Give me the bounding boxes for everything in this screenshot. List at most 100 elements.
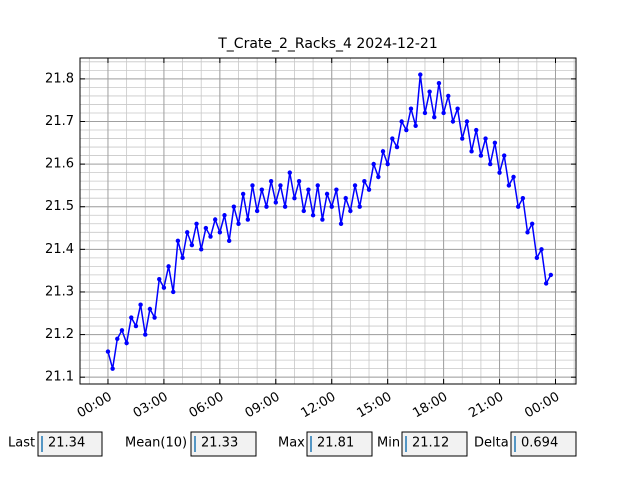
data-point <box>334 187 339 192</box>
x-tick-label: 00:00 <box>75 390 115 422</box>
data-point <box>166 264 171 269</box>
x-tick-label: 06:00 <box>187 390 227 422</box>
x-tick-label: 03:00 <box>131 390 171 422</box>
data-point <box>548 272 554 278</box>
data-point <box>529 221 535 226</box>
data-point <box>376 174 381 180</box>
text-field[interactable] <box>190 431 257 457</box>
data-line <box>107 74 552 369</box>
data-point <box>268 178 274 184</box>
field-label: Last <box>8 436 35 451</box>
y-tick-label: 21.4 <box>45 242 74 257</box>
data-point <box>520 196 526 201</box>
field-value: 21.12 <box>412 436 449 451</box>
x-tick-label: 21:00 <box>466 390 506 422</box>
text-field[interactable] <box>306 431 373 457</box>
field-label: Mean(10) <box>125 436 187 451</box>
field-value: 0.694 <box>521 436 558 451</box>
plot-frame <box>79 57 577 385</box>
data-point <box>278 183 283 188</box>
data-point <box>292 196 297 201</box>
chart-title: T_Crate_2_Racks_4 2024-12-21 <box>217 36 438 52</box>
data-point <box>422 110 428 116</box>
data-point <box>124 340 129 346</box>
y-tick-label: 21.5 <box>45 199 74 214</box>
data-point <box>110 366 115 371</box>
data-point <box>245 217 251 222</box>
data-point <box>157 276 162 282</box>
data-point <box>539 247 544 252</box>
y-tick-label: 21.2 <box>45 327 74 342</box>
data-point <box>446 93 451 99</box>
field-label: Max <box>278 436 305 451</box>
data-point <box>357 204 362 209</box>
data-point <box>222 213 227 218</box>
data-point <box>478 153 484 158</box>
y-tick-label: 21.6 <box>45 157 74 172</box>
data-point <box>460 136 465 141</box>
field-label: Delta <box>474 436 509 451</box>
text-field[interactable] <box>510 431 577 457</box>
data-point <box>441 110 446 116</box>
data-point <box>133 323 139 329</box>
data-point <box>343 196 348 201</box>
data-point <box>250 183 255 188</box>
text-field[interactable] <box>401 431 468 457</box>
data-point <box>273 200 278 205</box>
data-point <box>282 204 288 209</box>
field-value: 21.34 <box>48 436 85 451</box>
data-point <box>171 289 176 295</box>
y-tick-label: 21.3 <box>45 284 74 299</box>
data-point <box>390 136 395 141</box>
data-point <box>371 161 376 167</box>
data-point <box>338 221 344 226</box>
data-point <box>394 144 400 150</box>
data-point <box>362 178 367 184</box>
data-point <box>147 306 153 312</box>
data-point <box>380 149 386 154</box>
field-value: 21.81 <box>317 436 354 451</box>
data-point <box>488 161 493 167</box>
field-value: 21.33 <box>201 436 238 451</box>
text-field[interactable] <box>37 431 103 457</box>
data-point <box>483 136 488 141</box>
data-point <box>175 238 181 244</box>
data-point <box>492 140 498 146</box>
data-point <box>189 242 195 248</box>
data-point <box>105 349 111 354</box>
data-point <box>320 217 325 222</box>
data-point <box>427 89 432 94</box>
data-point <box>348 208 353 214</box>
data-point <box>240 191 246 197</box>
data-point <box>464 119 470 124</box>
x-tick-label: 09:00 <box>243 390 283 422</box>
data-point <box>129 315 134 320</box>
y-tick-label: 21.7 <box>45 114 74 129</box>
data-point <box>301 208 306 214</box>
data-point <box>352 183 358 188</box>
data-point <box>161 285 167 290</box>
data-point <box>450 119 456 124</box>
data-point <box>474 127 479 133</box>
data-point <box>408 106 414 111</box>
data-point <box>306 187 311 192</box>
data-point <box>418 72 423 77</box>
data-point <box>194 221 199 226</box>
data-point <box>287 170 292 175</box>
x-tick-label: 18:00 <box>410 390 450 422</box>
data-point <box>296 178 302 184</box>
data-point <box>455 106 460 111</box>
data-point <box>436 80 442 86</box>
data-point <box>404 127 409 133</box>
data-point <box>534 255 540 261</box>
data-point <box>329 204 334 209</box>
x-tick-label: 00:00 <box>522 390 562 422</box>
data-point <box>152 315 157 320</box>
data-point <box>469 149 474 154</box>
data-point <box>543 281 549 286</box>
data-point <box>115 336 120 342</box>
data-point <box>310 213 316 218</box>
data-point <box>315 183 320 188</box>
